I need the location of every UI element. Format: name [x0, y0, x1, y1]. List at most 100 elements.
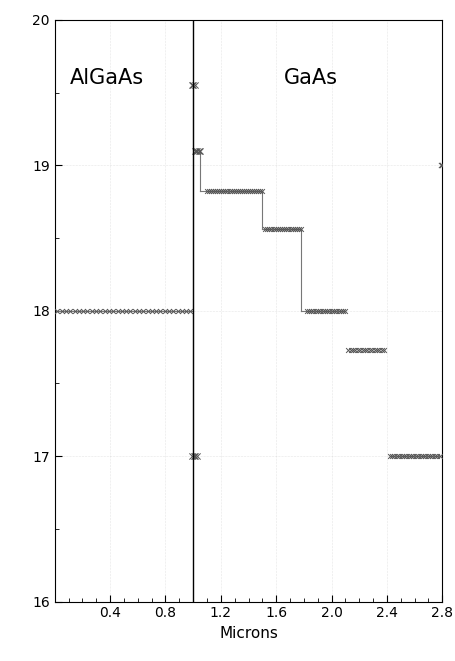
- Point: [332, 305, 339, 316]
- Point: [139, 305, 147, 316]
- Point: [66, 305, 74, 316]
- Point: [375, 344, 382, 355]
- Point: [195, 145, 202, 156]
- Point: [290, 224, 298, 235]
- Point: [233, 186, 241, 197]
- Point: [182, 305, 189, 316]
- Point: [240, 186, 247, 197]
- Point: [84, 305, 91, 316]
- Point: [244, 186, 251, 197]
- Point: [358, 344, 365, 355]
- Point: [192, 145, 199, 156]
- Point: [261, 224, 268, 235]
- Point: [368, 344, 375, 355]
- Point: [122, 305, 129, 316]
- Point: [402, 451, 409, 461]
- Point: [79, 305, 86, 316]
- Point: [305, 305, 312, 316]
- Point: [193, 145, 201, 156]
- Point: [346, 344, 354, 355]
- Point: [242, 186, 249, 197]
- Point: [165, 305, 172, 316]
- Point: [436, 160, 444, 171]
- Point: [221, 186, 228, 197]
- Point: [416, 451, 423, 461]
- Point: [157, 305, 164, 316]
- Point: [114, 305, 121, 316]
- Point: [430, 451, 438, 461]
- Point: [58, 305, 65, 316]
- Point: [316, 305, 323, 316]
- Point: [225, 186, 233, 197]
- Point: [169, 305, 177, 316]
- Point: [196, 145, 203, 156]
- Point: [370, 344, 377, 355]
- Point: [423, 451, 430, 461]
- Point: [193, 451, 201, 461]
- Point: [288, 224, 296, 235]
- Point: [246, 186, 253, 197]
- Point: [297, 224, 304, 235]
- Point: [236, 186, 243, 197]
- Point: [265, 224, 273, 235]
- Point: [435, 451, 442, 461]
- Point: [438, 160, 445, 171]
- Point: [190, 451, 197, 461]
- Point: [71, 305, 78, 316]
- Point: [62, 305, 70, 316]
- Point: [178, 305, 185, 316]
- Point: [191, 145, 198, 156]
- Point: [92, 305, 100, 316]
- Point: [365, 344, 373, 355]
- Point: [337, 305, 344, 316]
- Point: [188, 451, 195, 461]
- Point: [250, 186, 257, 197]
- Point: [399, 451, 407, 461]
- Point: [256, 186, 263, 197]
- Point: [373, 344, 380, 355]
- Point: [252, 186, 259, 197]
- Point: [390, 451, 397, 461]
- Point: [219, 186, 227, 197]
- Point: [425, 451, 433, 461]
- Point: [349, 344, 356, 355]
- Point: [209, 186, 216, 197]
- Point: [388, 451, 395, 461]
- Point: [363, 344, 370, 355]
- Point: [404, 451, 411, 461]
- Point: [192, 451, 199, 461]
- Point: [191, 80, 198, 91]
- Point: [101, 305, 108, 316]
- Point: [377, 344, 384, 355]
- Point: [409, 451, 416, 461]
- Point: [187, 305, 194, 316]
- Point: [223, 186, 231, 197]
- Point: [273, 224, 281, 235]
- Point: [293, 224, 300, 235]
- Point: [205, 186, 212, 197]
- Point: [406, 451, 414, 461]
- Point: [126, 305, 134, 316]
- Point: [323, 305, 330, 316]
- Point: [203, 186, 210, 197]
- Text: GaAs: GaAs: [283, 68, 337, 88]
- Point: [354, 344, 361, 355]
- Point: [269, 224, 277, 235]
- Point: [75, 305, 82, 316]
- Point: [211, 186, 218, 197]
- Point: [278, 224, 285, 235]
- Point: [295, 224, 302, 235]
- Point: [232, 186, 239, 197]
- Point: [344, 344, 351, 355]
- Point: [254, 186, 261, 197]
- Point: [320, 305, 328, 316]
- Point: [397, 451, 404, 461]
- Point: [282, 224, 289, 235]
- Point: [229, 186, 237, 197]
- Point: [360, 344, 368, 355]
- Point: [280, 224, 287, 235]
- Point: [105, 305, 112, 316]
- Point: [379, 344, 387, 355]
- Point: [334, 305, 341, 316]
- Point: [109, 305, 116, 316]
